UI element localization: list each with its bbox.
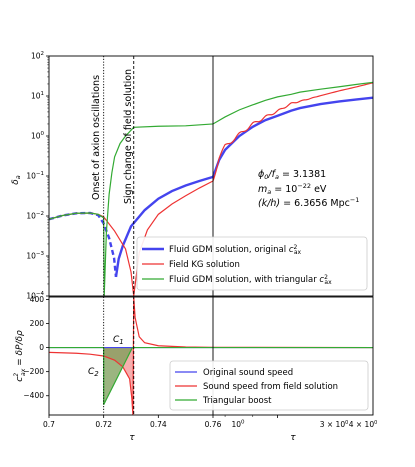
bottom-x-axis-label-left: τ (129, 433, 135, 443)
top-y-tick-label: 101 (31, 91, 44, 101)
bottom-legend: Original sound speed Sound speed from fi… (169, 360, 369, 411)
bottom-x-tick-label: 0.7 (43, 420, 55, 429)
bottom-panel-frame (48, 296, 374, 416)
top-y-tick-label: 10−1 (26, 171, 44, 181)
param-mass: ma = 10−22 eV (258, 182, 327, 196)
legend-label-original-sound: Original sound speed (203, 368, 293, 378)
series-field-kg-line (49, 82, 373, 296)
top-y-axis-label: δa (11, 175, 22, 185)
bottom-x-log-tick-label: 4 × 100 (349, 420, 378, 429)
legend-label-fluid-triangular: Fluid GDM solution, with triangular c2 ax (169, 274, 332, 286)
bottom-y-tick-label: −400 (23, 391, 44, 400)
bottom-x-tick-label: 0.74 (150, 420, 167, 429)
legend-label-fluid-original: Fluid GDM solution, original c2 ax (169, 244, 302, 256)
bottom-x-tick-label: 0.72 (95, 420, 112, 429)
bottom-y-tick-label: 0 (39, 343, 44, 352)
top-y-tick-label: 10−4 (26, 291, 44, 301)
bottom-y-tick-label: −200 (23, 367, 44, 376)
param-phi: ϕ0/fa = 3.1381 (258, 169, 326, 181)
onset-label: Onset of axion oscillations (91, 75, 102, 200)
legend-label-triangular-boost: Triangular boost (202, 396, 272, 406)
series-sound-speed-from-field-solution-line (49, 297, 373, 415)
param-k: (k/h) = 6.3656 Mpc−1 (258, 196, 359, 209)
bottom-legend-box (169, 360, 369, 411)
bottom-y-tick-label: 200 (30, 319, 45, 328)
bottom-y-axis-label: c2ax = δP/δρ (13, 330, 27, 382)
region-label-c2: C2 (88, 367, 99, 378)
sound-speed-field-fill-area (103, 347, 133, 415)
top-y-tick-label: 10−3 (26, 251, 44, 261)
region-label-c1: C1 (113, 335, 124, 346)
bottom-x-log-tick-label: 100 (231, 420, 245, 430)
series-fluid-original-line (114, 96, 373, 278)
top-legend-box (136, 236, 368, 291)
legend-label-field-kg: Field KG solution (169, 260, 240, 270)
top-y-tick-label: 102 (31, 51, 44, 61)
bottom-y-tick-label: 400 (30, 295, 45, 304)
top-y-tick-label: 10−2 (26, 211, 44, 221)
bottom-x-tick-label: 0.76 (205, 420, 222, 429)
sign-change-label: Sign change of field solution (123, 69, 134, 204)
top-legend: Fluid GDM solution, original c2 ax Field … (136, 236, 368, 291)
legend-label-field-sound: Sound speed from field solution (203, 382, 338, 392)
top-y-tick-label: 100 (31, 131, 45, 141)
bottom-x-log-tick-label: 3 × 100 (320, 420, 349, 429)
bottom-x-axis-label-right: τ (290, 433, 296, 443)
